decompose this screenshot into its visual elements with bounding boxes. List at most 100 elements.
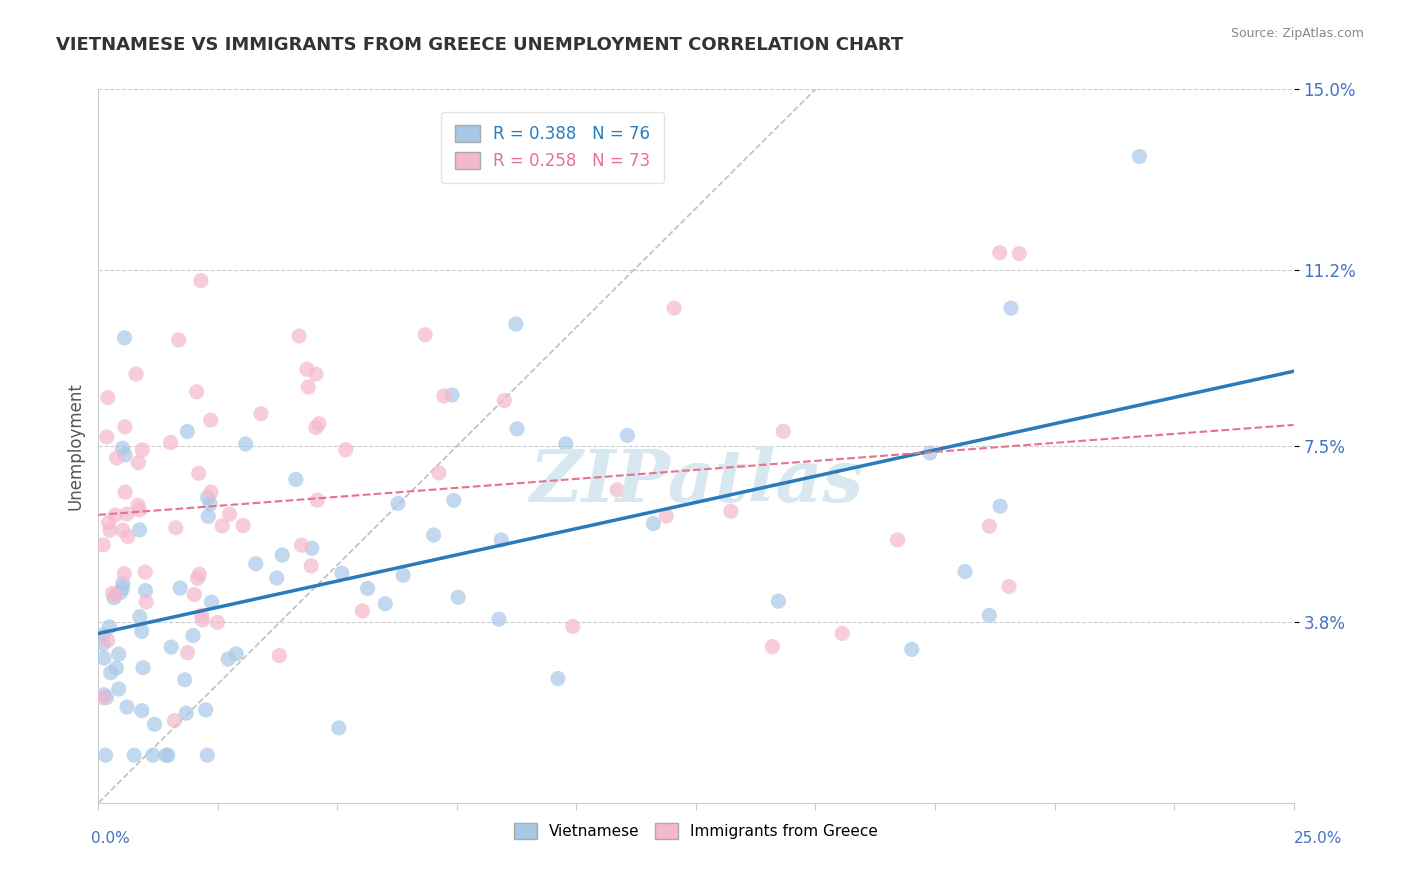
Point bbox=[191, 613, 214, 627]
Point bbox=[176, 646, 198, 660]
Point bbox=[218, 507, 240, 521]
Point bbox=[131, 624, 153, 639]
Point bbox=[104, 588, 127, 602]
Point bbox=[160, 640, 183, 654]
Point bbox=[128, 503, 150, 517]
Point bbox=[720, 504, 742, 518]
Point bbox=[107, 647, 129, 661]
Point bbox=[505, 317, 527, 331]
Point bbox=[488, 612, 510, 626]
Point bbox=[163, 714, 186, 728]
Point bbox=[506, 422, 529, 436]
Point bbox=[352, 604, 374, 618]
Text: 0.0%: 0.0% bbox=[91, 831, 131, 846]
Point bbox=[190, 608, 212, 623]
Y-axis label: Unemployment: Unemployment bbox=[66, 382, 84, 510]
Point bbox=[135, 595, 157, 609]
Point bbox=[186, 571, 208, 585]
Point bbox=[197, 490, 219, 504]
Point bbox=[643, 516, 665, 531]
Point bbox=[91, 690, 114, 705]
Point bbox=[143, 717, 166, 731]
Point bbox=[91, 538, 114, 552]
Point bbox=[183, 587, 205, 601]
Point bbox=[91, 628, 114, 642]
Point bbox=[110, 585, 132, 599]
Point bbox=[91, 637, 114, 651]
Point bbox=[93, 688, 115, 702]
Point bbox=[662, 301, 685, 315]
Point bbox=[305, 420, 328, 434]
Point bbox=[190, 274, 212, 288]
Point bbox=[114, 485, 136, 500]
Point bbox=[96, 690, 118, 705]
Point bbox=[114, 448, 136, 462]
Point bbox=[655, 509, 678, 524]
Point bbox=[288, 329, 311, 343]
Point bbox=[761, 640, 783, 654]
Point bbox=[305, 367, 328, 381]
Point bbox=[271, 548, 294, 562]
Point bbox=[103, 591, 125, 605]
Point bbox=[98, 620, 121, 634]
Point bbox=[156, 748, 179, 763]
Point bbox=[207, 615, 229, 630]
Point bbox=[194, 703, 217, 717]
Point bbox=[111, 581, 134, 595]
Point bbox=[186, 384, 208, 399]
Point bbox=[443, 493, 465, 508]
Point bbox=[134, 583, 156, 598]
Point bbox=[547, 672, 569, 686]
Point bbox=[387, 496, 409, 510]
Point bbox=[494, 393, 516, 408]
Point bbox=[97, 516, 120, 530]
Point bbox=[125, 367, 148, 381]
Point bbox=[127, 498, 149, 512]
Point bbox=[245, 557, 267, 571]
Point bbox=[290, 538, 312, 552]
Point bbox=[225, 647, 247, 661]
Point bbox=[998, 580, 1021, 594]
Point bbox=[195, 748, 218, 763]
Point bbox=[335, 442, 357, 457]
Point bbox=[142, 748, 165, 763]
Point bbox=[117, 529, 139, 543]
Point bbox=[616, 428, 638, 442]
Point bbox=[297, 380, 319, 394]
Point bbox=[167, 333, 190, 347]
Point bbox=[94, 748, 117, 763]
Text: 25.0%: 25.0% bbox=[1295, 831, 1343, 846]
Point bbox=[200, 485, 222, 500]
Point bbox=[988, 500, 1011, 514]
Point bbox=[104, 508, 127, 522]
Point bbox=[128, 523, 150, 537]
Point bbox=[374, 597, 396, 611]
Text: VIETNAMESE VS IMMIGRANTS FROM GREECE UNEMPLOYMENT CORRELATION CHART: VIETNAMESE VS IMMIGRANTS FROM GREECE UNE… bbox=[56, 36, 904, 54]
Point bbox=[115, 507, 138, 521]
Point bbox=[979, 519, 1001, 533]
Point bbox=[197, 509, 219, 524]
Point bbox=[188, 567, 211, 582]
Legend: Vietnamese, Immigrants from Greece: Vietnamese, Immigrants from Greece bbox=[508, 817, 884, 845]
Point bbox=[200, 413, 222, 427]
Point bbox=[606, 483, 628, 497]
Point bbox=[1000, 301, 1022, 315]
Point bbox=[97, 633, 120, 648]
Point bbox=[105, 661, 128, 675]
Point bbox=[100, 665, 122, 680]
Point bbox=[307, 493, 329, 508]
Point bbox=[111, 442, 134, 456]
Point bbox=[114, 420, 136, 434]
Point bbox=[159, 435, 181, 450]
Point bbox=[440, 388, 463, 402]
Point bbox=[422, 528, 444, 542]
Point bbox=[308, 417, 330, 431]
Point bbox=[200, 595, 222, 609]
Point bbox=[111, 523, 134, 537]
Point bbox=[988, 245, 1011, 260]
Point bbox=[115, 700, 138, 714]
Point bbox=[433, 389, 456, 403]
Point bbox=[211, 519, 233, 533]
Point bbox=[768, 594, 790, 608]
Point bbox=[128, 609, 150, 624]
